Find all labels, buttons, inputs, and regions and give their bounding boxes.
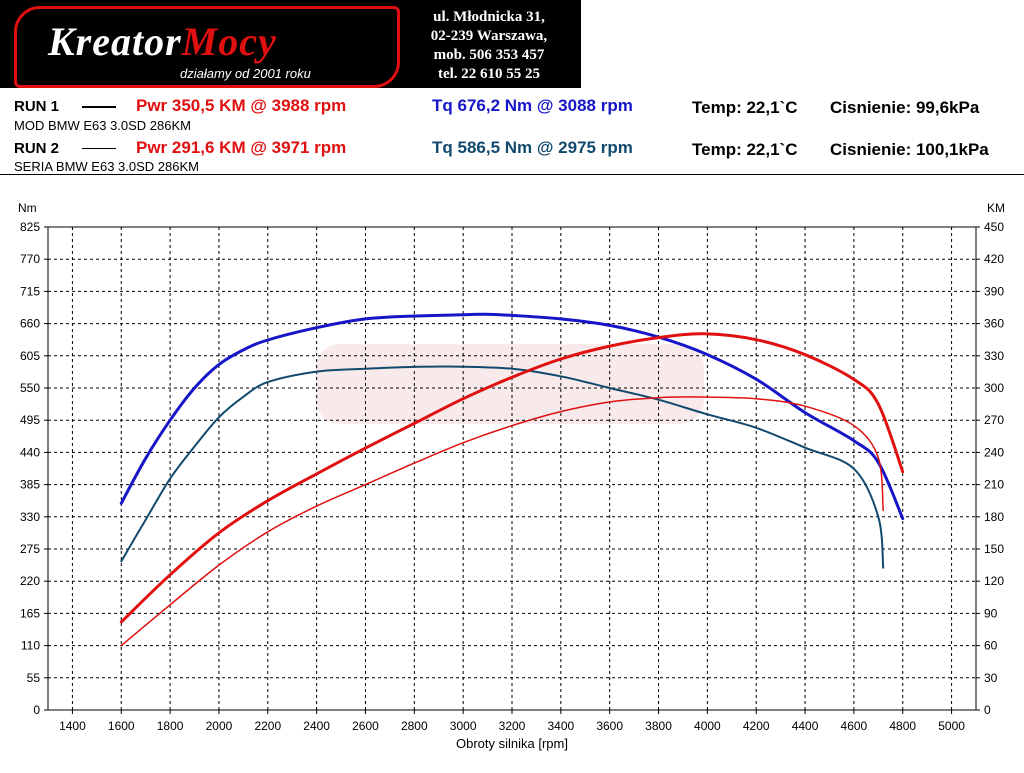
x-tick-label: 1600 [108,719,135,733]
y-right-tick-label: 390 [984,284,1004,298]
address-phone: tel. 22 610 55 25 [437,66,541,82]
y-left-tick-label: 220 [20,574,40,588]
y-right-tick-label: 210 [984,478,1004,492]
y-left-tick-label: 440 [20,445,40,459]
y-right-tick-label: 300 [984,381,1004,395]
address-mobile: mob. 506 353 457 [433,47,545,63]
logo-slogan: działamy od 2001 roku [180,66,311,81]
x-tick-label: 2600 [352,719,379,733]
x-tick-label: 4000 [694,719,721,733]
y-right-tick-label: 180 [984,510,1004,524]
y-right-tick-label: 420 [984,252,1004,266]
run2-label: RUN 2 [14,140,60,157]
y-right-tick-label: 90 [984,606,998,620]
y-right-tick-label: 240 [984,445,1004,459]
x-tick-label: 4800 [889,719,916,733]
y-left-tick-label: 0 [33,703,40,717]
y-left-tick-label: 275 [20,542,40,556]
series-line-run-2-tq [120,365,885,569]
run1-legend-line [82,106,116,108]
x-tick-label: 1800 [157,719,184,733]
logo-banner: KreatorMocy działamy od 2001 roku ul. Mł… [0,0,581,88]
y-right-tick-label: 0 [984,703,991,717]
run1-description: MOD BMW E63 3.0SD 286KM [14,118,191,133]
y-left-tick-label: 550 [20,381,40,395]
x-tick-label: 4200 [743,719,770,733]
logo-brand-part1: Kreator [48,19,182,64]
run1-pwr: Pwr 350,5 KM @ 3988 rpm [136,96,347,115]
run1-label: RUN 1 [14,98,60,115]
x-tick-label: 4400 [792,719,819,733]
y-right-tick-label: 330 [984,349,1004,363]
x-tick-label: 3200 [499,719,526,733]
y-right-tick-label: 150 [984,542,1004,556]
header-separator [0,174,1024,175]
y-left-tick-label: 165 [20,606,40,620]
run2-pressure: Cisnienie: 100,1kPa [830,140,989,159]
run1-pressure: Cisnienie: 99,6kPa [830,98,980,117]
address-city: 02-239 Warszawa, [430,28,548,44]
x-tick-label: 3400 [547,719,574,733]
x-tick-label: 5000 [938,719,965,733]
run1-tq: Tq 676,2 Nm @ 3088 rpm [432,96,633,115]
run2-legend-line [82,148,116,149]
x-tick-label: 3800 [645,719,672,733]
series-line-run-1-tq [119,312,905,521]
y-left-tick-label: 825 [20,220,40,234]
logo-brand-part2: Mocy [181,19,277,64]
y-axis-right-label: KM [987,201,1005,215]
company-address: ul. Młodnicka 31, 02-239 Warszawa, mob. … [404,8,574,84]
x-tick-label: 1400 [59,719,86,733]
run2-pwr: Pwr 291,6 KM @ 3971 rpm [136,138,347,157]
run2-tq: Tq 586,5 Nm @ 2975 rpm [432,138,633,157]
logo-brand: KreatorMocy [48,18,277,65]
y-right-tick-label: 120 [984,574,1004,588]
y-left-tick-label: 110 [21,639,40,653]
y-right-tick-label: 270 [984,413,1004,427]
series-line-run-2-pwr [120,396,884,647]
y-right-tick-label: 450 [984,220,1004,234]
series-line-run-1-pwr [119,332,905,624]
logo-frame [14,6,400,88]
x-tick-label: 3000 [450,719,477,733]
x-tick-label: 2800 [401,719,428,733]
run2-temp: Temp: 22,1`C [692,140,798,159]
y-left-tick-label: 605 [20,349,40,363]
x-tick-label: 2200 [254,719,281,733]
y-right-tick-label: 60 [984,639,998,653]
run1-temp: Temp: 22,1`C [692,98,798,117]
y-left-tick-label: 660 [20,317,40,331]
y-left-tick-label: 330 [20,510,40,524]
y-left-tick-label: 770 [20,252,40,266]
x-tick-label: 2400 [303,719,330,733]
watermark-logo-shape [316,344,704,424]
x-tick-label: 2000 [206,719,233,733]
x-tick-label: 3600 [596,719,623,733]
y-left-tick-label: 55 [27,671,41,685]
address-street: ul. Młodnicka 31, [433,9,545,25]
y-left-tick-label: 495 [20,413,40,427]
x-axis-label: Obroty silnika [rpm] [456,736,568,751]
y-axis-left-label: Nm [18,201,37,215]
run2-description: SERIA BMW E63 3.0SD 286KM [14,159,199,174]
dyno-chart-svg: Nm KM Obroty silnika [rpm] 1400 1600 1800 2… [18,201,1005,751]
y-right-tick-label: 360 [984,317,1004,331]
x-tick-label: 4600 [841,719,868,733]
y-left-tick-label: 385 [20,478,40,492]
y-left-tick-label: 715 [20,284,40,298]
dyno-chart: Nm KM Obroty silnika [rpm] 1400 1600 1800 2… [0,196,1024,768]
y-right-tick-label: 30 [984,671,998,685]
